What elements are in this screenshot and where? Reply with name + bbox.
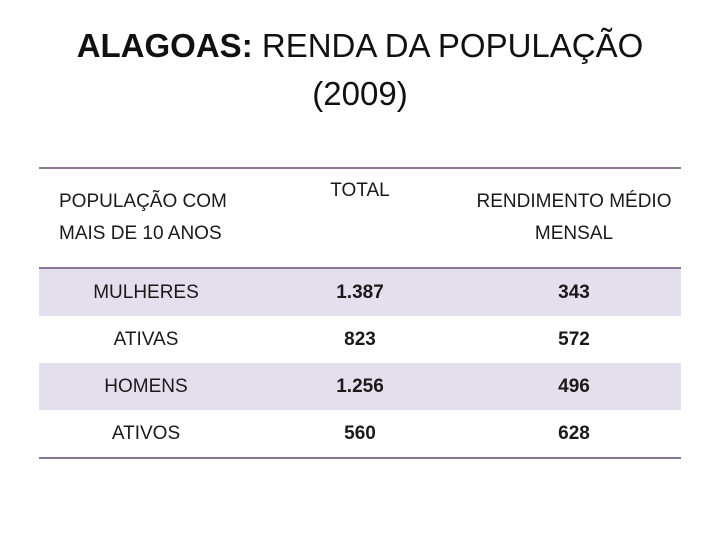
title-rest: RENDA DA POPULAÇÃO xyxy=(252,27,644,64)
income-table: POPULAÇÃO COM MAIS DE 10 ANOS TOTAL REND… xyxy=(39,167,681,459)
row-income: 628 xyxy=(558,422,590,444)
row-total: 1.256 xyxy=(253,363,467,410)
row-total: 823 xyxy=(344,328,376,350)
row-total: 1.387 xyxy=(253,268,467,316)
page-title: ALAGOAS: RENDA DA POPULAÇÃO (2009) xyxy=(40,22,680,118)
header-population: POPULAÇÃO COM MAIS DE 10 ANOS xyxy=(59,191,227,244)
row-income: 496 xyxy=(467,363,681,410)
row-label: MULHERES xyxy=(39,268,253,316)
title-bold: ALAGOAS: xyxy=(76,27,253,64)
row-income: 572 xyxy=(558,328,590,350)
header-total: TOTAL xyxy=(330,180,390,201)
table-row: HOMENS 1.256 496 xyxy=(39,363,681,410)
row-label: HOMENS xyxy=(39,363,253,410)
row-label: ATIVOS xyxy=(111,422,181,444)
table-row: ATIVOS 560 628 xyxy=(39,410,681,458)
header-income: RENDIMENTO MÉDIO MENSAL xyxy=(476,191,672,244)
row-income: 343 xyxy=(467,268,681,316)
row-label: ATIVAS xyxy=(113,328,179,350)
table-row: MULHERES 1.387 343 xyxy=(39,268,681,316)
table-row: ATIVAS 823 572 xyxy=(39,316,681,363)
title-year: (2009) xyxy=(312,75,408,112)
row-total: 560 xyxy=(344,422,376,444)
table-header-row: POPULAÇÃO COM MAIS DE 10 ANOS TOTAL REND… xyxy=(39,168,681,268)
